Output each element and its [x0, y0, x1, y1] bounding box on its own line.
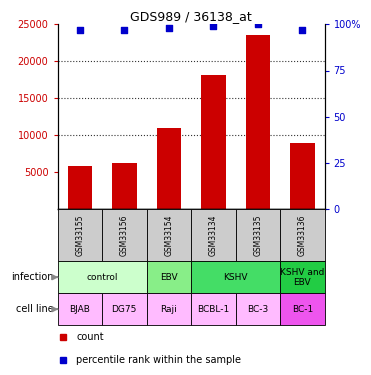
Point — [299, 27, 305, 33]
Point — [77, 27, 83, 33]
Text: infection: infection — [12, 272, 54, 282]
Point — [210, 23, 216, 29]
Text: BC-1: BC-1 — [292, 305, 313, 314]
Text: percentile rank within the sample: percentile rank within the sample — [76, 355, 241, 365]
Text: GSM33134: GSM33134 — [209, 214, 218, 256]
Bar — [236, 293, 280, 325]
Bar — [112, 164, 137, 209]
Bar — [147, 261, 191, 293]
Text: count: count — [76, 332, 104, 342]
Text: Raji: Raji — [160, 305, 177, 314]
Text: BJAB: BJAB — [69, 305, 90, 314]
Bar — [191, 293, 236, 325]
Point — [166, 25, 172, 31]
Text: GSM33156: GSM33156 — [120, 214, 129, 256]
Bar — [58, 293, 102, 325]
Bar — [280, 293, 325, 325]
Bar — [157, 128, 181, 209]
Text: GSM33154: GSM33154 — [164, 214, 173, 256]
Text: cell line: cell line — [16, 304, 54, 314]
Text: GSM33135: GSM33135 — [253, 214, 262, 256]
Bar — [201, 75, 226, 209]
Bar — [290, 142, 315, 209]
Bar — [102, 293, 147, 325]
Bar — [236, 209, 280, 261]
Bar — [280, 261, 325, 293]
Bar — [246, 35, 270, 209]
Bar — [191, 261, 280, 293]
Text: BC-3: BC-3 — [247, 305, 269, 314]
Text: control: control — [86, 273, 118, 282]
Bar — [68, 166, 92, 209]
Bar — [147, 209, 191, 261]
Bar — [191, 209, 236, 261]
Title: GDS989 / 36138_at: GDS989 / 36138_at — [130, 10, 252, 23]
Point — [121, 27, 127, 33]
Bar — [58, 261, 147, 293]
Text: DG75: DG75 — [112, 305, 137, 314]
Bar — [147, 293, 191, 325]
Text: KSHV and
EBV: KSHV and EBV — [280, 267, 325, 287]
Bar — [102, 209, 147, 261]
Text: KSHV: KSHV — [223, 273, 248, 282]
Text: BCBL-1: BCBL-1 — [197, 305, 229, 314]
Point — [255, 21, 261, 27]
Text: EBV: EBV — [160, 273, 178, 282]
Text: GSM33136: GSM33136 — [298, 214, 307, 256]
Bar — [280, 209, 325, 261]
Text: GSM33155: GSM33155 — [75, 214, 84, 256]
Bar — [58, 209, 102, 261]
